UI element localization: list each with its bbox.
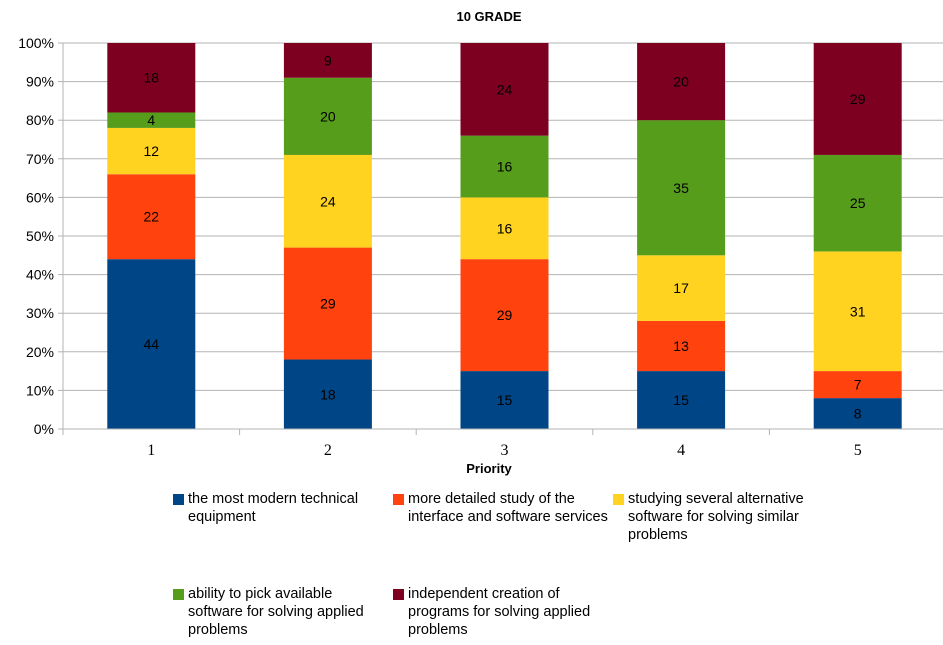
y-tick-label: 20% [26, 344, 54, 360]
data-label: 24 [497, 81, 513, 97]
bars-group: 44 22 12 4 18 18 29 24 20 9 15 29 16 16 24 15 13 17 35 20 8 7… [107, 43, 902, 429]
bar-segment [283, 359, 372, 429]
chart-title: 10 GRADE [456, 9, 521, 24]
data-label: 9 [324, 52, 332, 68]
data-label: 16 [497, 159, 513, 175]
bar-segment [460, 371, 549, 429]
bar-segment [637, 320, 726, 372]
data-label: 24 [320, 193, 336, 209]
bar-segment [637, 255, 726, 321]
x-tick-label: 4 [677, 442, 685, 459]
x-tick-label: 1 [147, 442, 155, 459]
data-label: 20 [673, 74, 689, 90]
data-label: 29 [850, 91, 866, 107]
legend-item: ability to pick available software for s… [173, 585, 388, 639]
y-tick-label: 80% [26, 112, 54, 128]
y-tick-label: 90% [26, 74, 54, 90]
data-label: 35 [673, 180, 689, 196]
y-tick-label: 10% [26, 382, 54, 398]
bar-segment [107, 43, 196, 113]
x-tick-label: 5 [854, 442, 862, 459]
bar-segment [107, 174, 196, 260]
data-label: 31 [850, 303, 866, 319]
data-label: 17 [673, 280, 689, 296]
data-label: 29 [497, 307, 513, 323]
data-label: 15 [673, 392, 689, 408]
x-tick-label: 3 [501, 442, 509, 459]
y-tick-label: 30% [26, 305, 54, 321]
y-tick-label: 40% [26, 267, 54, 283]
bar-segment [460, 259, 549, 372]
bar-segment [283, 77, 372, 155]
bar-segment [460, 135, 549, 198]
data-label: 29 [320, 296, 336, 312]
bar-segment [813, 154, 902, 252]
legend-item: studying several alternative software fo… [613, 490, 828, 544]
data-label: 13 [673, 338, 689, 354]
data-label: 18 [144, 70, 160, 86]
data-label: 4 [147, 112, 155, 128]
legend-swatch [173, 494, 184, 505]
legend-swatch [393, 589, 404, 600]
y-tick-label: 0% [34, 421, 54, 437]
bar-segment [637, 43, 726, 121]
data-label: 8 [854, 406, 862, 422]
legend-swatch [613, 494, 624, 505]
data-label: 15 [497, 392, 513, 408]
x-axis-title: Priority [466, 461, 512, 476]
legend-swatch [393, 494, 404, 505]
bar-segment [813, 43, 902, 155]
bar-segment [460, 43, 549, 136]
legend-item: the most modern technical equipment [173, 490, 388, 526]
bar-segment [107, 127, 196, 175]
bar-segment [637, 120, 726, 256]
data-label: 44 [144, 336, 160, 352]
legend-item: more detailed study of the interface and… [393, 490, 608, 526]
legend-label: the most modern technical equipment [188, 491, 359, 525]
bar-segment [813, 251, 902, 372]
legend-swatch [173, 589, 184, 600]
bar-segment [107, 112, 196, 128]
legend-item: independent creation of programs for sol… [393, 585, 608, 639]
legend-label: studying several alternative software fo… [628, 491, 804, 543]
bar-segment [460, 197, 549, 260]
legend-label: independent creation of programs for sol… [408, 586, 591, 638]
data-label: 22 [144, 209, 160, 225]
legend-label: ability to pick available software for s… [188, 586, 364, 638]
data-label: 18 [320, 386, 336, 402]
bar-segment [813, 398, 902, 429]
y-tick-label: 50% [26, 228, 54, 244]
legend-label: more detailed study of the interface and… [408, 491, 608, 525]
data-label: 16 [497, 220, 513, 236]
bar-segment [107, 259, 196, 429]
bar-segment [283, 154, 372, 248]
x-tick-label: 2 [324, 442, 332, 459]
bar-segment [283, 43, 372, 78]
y-tick-label: 60% [26, 189, 54, 205]
data-label: 25 [850, 195, 866, 211]
bar-segment [637, 371, 726, 429]
y-tick-label: 70% [26, 151, 54, 167]
data-label: 20 [320, 108, 336, 124]
data-label: 12 [144, 143, 160, 159]
bar-segment [813, 371, 902, 399]
data-label: 7 [854, 377, 862, 393]
axes: 0%10%20%30%40%50%60%70%80%90%100%1 2 3 4 5 [18, 35, 943, 459]
bar-segment [283, 247, 372, 360]
y-tick-label: 100% [18, 35, 54, 51]
